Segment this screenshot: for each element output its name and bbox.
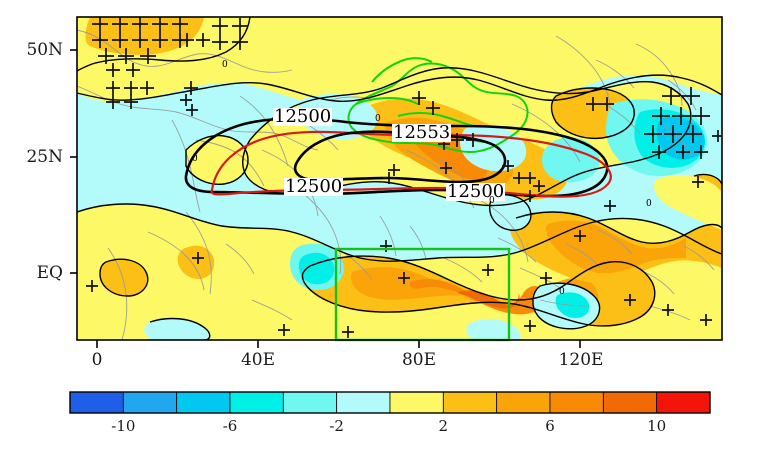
shade-cyan-patch1	[298, 94, 378, 140]
xtick-label-0: 0	[91, 350, 103, 370]
contour-label-zero-b: 0	[192, 154, 198, 164]
contour-label-12500-a: 12500	[273, 106, 333, 127]
colorbar-segment	[69, 391, 124, 414]
zero-contour-north	[77, 74, 722, 102]
contour-label-zero-e: 0	[489, 196, 495, 206]
colorbar-segment	[549, 391, 604, 414]
zero-contour-io-core	[301, 255, 656, 327]
zero-contour-central-yellow	[242, 67, 692, 207]
colorbar-frame	[69, 391, 711, 414]
axis-ticks	[70, 49, 581, 348]
zero-contour-sw	[149, 317, 211, 340]
colorbar-tick-label: -6	[222, 417, 238, 435]
colorbar-segment	[602, 391, 658, 414]
ytick-label-50n: 50N	[26, 40, 63, 60]
zero-contour-layer	[77, 17, 722, 340]
shade-cyan-trop3	[466, 319, 521, 340]
contour-label-12553: 12553	[392, 122, 452, 143]
colorbar-segment	[389, 391, 444, 414]
colorbar-tick-label: 2	[438, 417, 449, 435]
colorbar	[69, 391, 711, 414]
zero-contour-echina-or	[550, 87, 635, 140]
colorbar-tick-label: -2	[329, 417, 344, 435]
contour-label-12500-c: 12500	[446, 181, 506, 202]
xtick-label-120e: 120E	[558, 350, 604, 370]
shade-cyan-sw	[144, 318, 210, 340]
colorbar-segment	[336, 391, 391, 414]
colorbar-segment	[656, 391, 711, 414]
shade-cyan-indo	[489, 194, 531, 231]
colorbar-segment	[496, 391, 551, 414]
shade-orange4-io	[457, 290, 520, 309]
contour-label-zero-a: 0	[222, 60, 228, 70]
shade-yellow-right	[653, 175, 722, 230]
shade-orange2-sea	[545, 220, 686, 274]
zero-contour-nwcorner	[77, 17, 251, 72]
contour-label-zero-f: 0	[646, 199, 652, 209]
colorbar-tick-label: 10	[647, 417, 667, 435]
coastline-layer	[77, 29, 715, 340]
shade-cyan-eastsea	[542, 137, 600, 183]
zero-contour-sealine	[515, 211, 722, 244]
shade-orange-nw	[85, 17, 204, 55]
colorbar-tick-label: 6	[545, 417, 555, 435]
xtick-label-40e: 40E	[240, 350, 276, 370]
plot-frame	[76, 16, 723, 341]
contour-label-zero-c: 0	[375, 114, 381, 124]
zero-contour-epac	[693, 173, 722, 185]
colorbar-segment	[282, 391, 338, 414]
xtick-label-80e: 80E	[401, 350, 437, 370]
zero-contour-scs	[532, 282, 601, 330]
zero-contour-tropics	[77, 203, 722, 262]
contour-label-zero-d: 0	[559, 287, 565, 297]
zero-contour-afr	[99, 258, 149, 297]
significance-stippling	[86, 17, 722, 338]
ytick-label-25n: 25N	[26, 147, 63, 167]
colorbar-segment	[176, 391, 231, 414]
colorbar-tick-label: -10	[111, 417, 136, 435]
shade-orange-afr2	[177, 245, 215, 280]
colorbar-segment	[122, 391, 178, 414]
ytick-label-eq: EQ	[36, 263, 63, 283]
shade-orange-afr1	[100, 259, 148, 296]
colorbar-segment	[442, 391, 498, 414]
colorbar-segment	[229, 391, 284, 414]
contour-label-12500-b: 12500	[284, 176, 344, 197]
